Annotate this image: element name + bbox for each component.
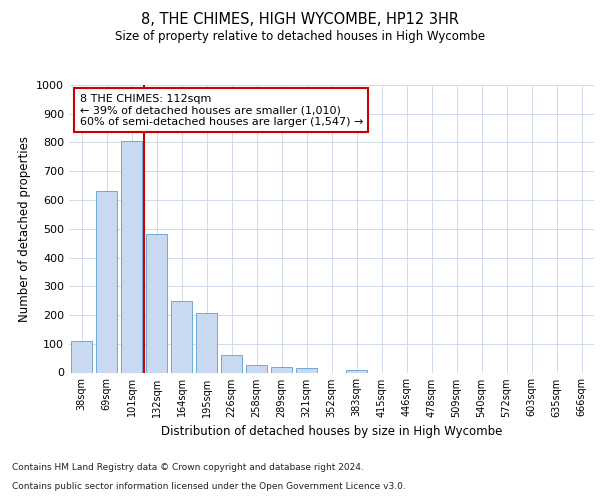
Bar (346, 370, 367, 372)
Bar (296, 368, 317, 372)
Y-axis label: Number of detached properties: Number of detached properties (17, 136, 31, 322)
Bar (171, 300, 192, 372)
Bar (246, 364, 267, 372)
Text: 8, THE CHIMES, HIGH WYCOMBE, HP12 3HR: 8, THE CHIMES, HIGH WYCOMBE, HP12 3HR (141, 12, 459, 28)
Bar (71, 341, 92, 372)
Text: Size of property relative to detached houses in High Wycombe: Size of property relative to detached ho… (115, 30, 485, 43)
Bar (121, 141, 142, 372)
Bar (271, 367, 292, 372)
Text: Contains public sector information licensed under the Open Government Licence v3: Contains public sector information licen… (12, 482, 406, 491)
Bar (146, 234, 167, 372)
Bar (221, 355, 242, 372)
Text: Contains HM Land Registry data © Crown copyright and database right 2024.: Contains HM Land Registry data © Crown c… (12, 464, 364, 472)
Bar (96, 192, 117, 372)
Text: 8 THE CHIMES: 112sqm
← 39% of detached houses are smaller (1,010)
60% of semi-de: 8 THE CHIMES: 112sqm ← 39% of detached h… (79, 94, 363, 127)
Bar (196, 313, 217, 372)
X-axis label: Distribution of detached houses by size in High Wycombe: Distribution of detached houses by size … (161, 425, 502, 438)
